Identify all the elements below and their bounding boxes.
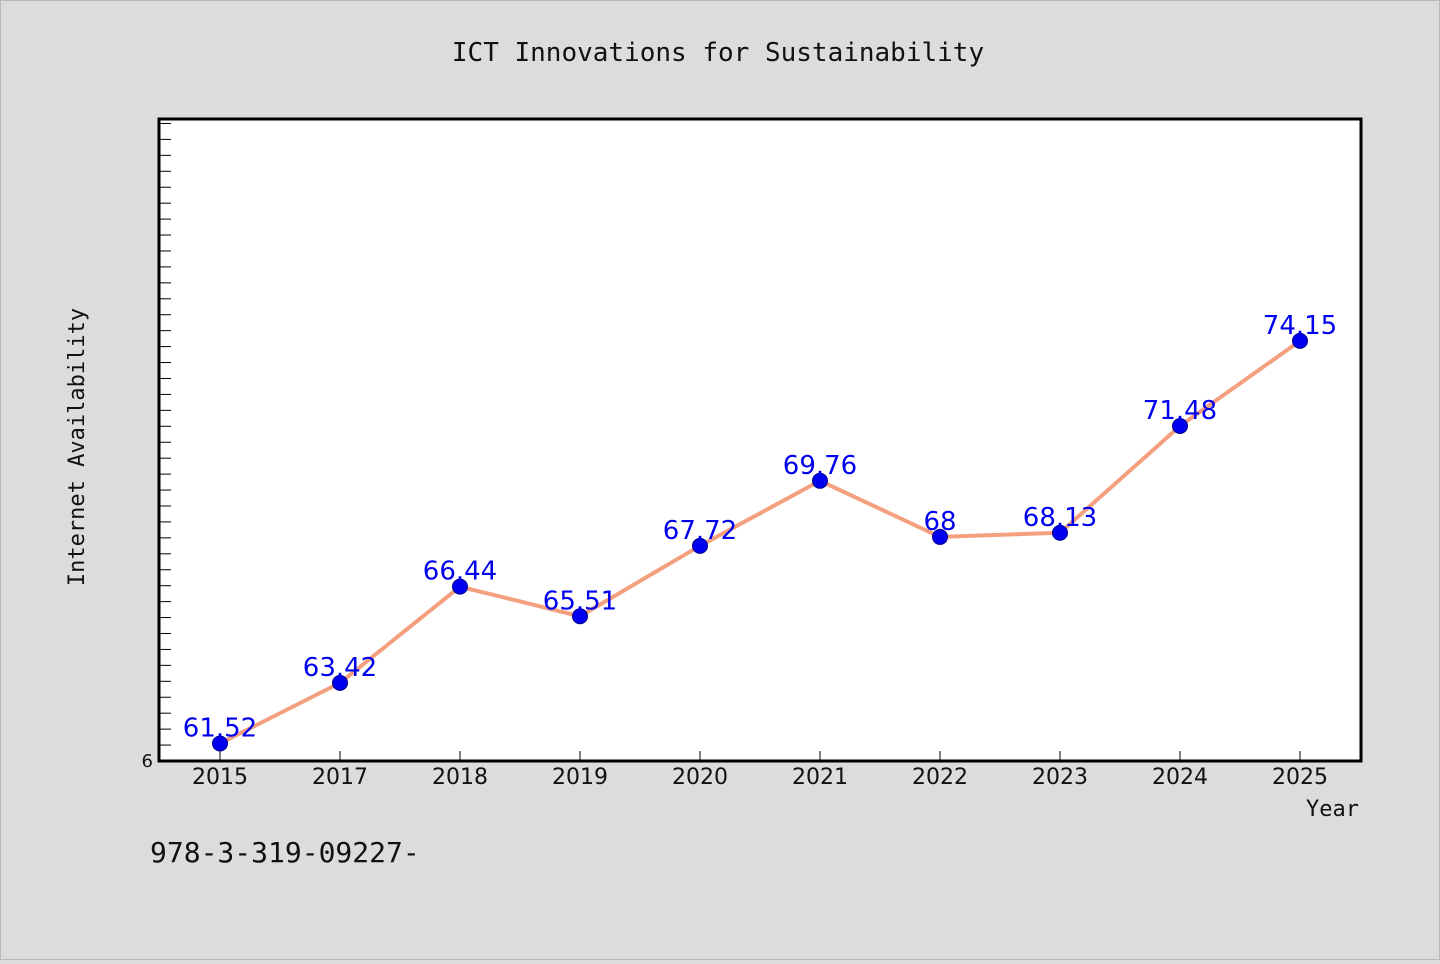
- isbn-text: 978-3-319-09227-: [150, 836, 420, 869]
- x-axis-tick-labels: 2015 2017 2018 2019 2020 2021 2022 2023 2024 2025: [192, 765, 1328, 790]
- x-tick-label: 2021: [792, 765, 848, 790]
- data-point: [572, 608, 588, 625]
- y-axis-tick-labels: 6: [142, 751, 153, 772]
- chart-title: ICT Innovations for Sustainability: [452, 38, 984, 68]
- x-tick-label: 2018: [432, 765, 488, 790]
- x-axis-ticks: [219, 751, 1301, 761]
- data-labels: 61.52 63.42 66.44 65.51 67.72 69.76 68 68.13 71.…: [183, 311, 1337, 744]
- x-tick-label: 2025: [1272, 765, 1328, 790]
- data-label: 65.51: [543, 586, 617, 616]
- y-tick-label: 6: [142, 751, 153, 772]
- data-point: [452, 578, 468, 595]
- data-point: [1052, 524, 1068, 541]
- data-label: 66.44: [423, 557, 497, 587]
- data-label: 71.48: [1143, 396, 1217, 426]
- data-point: [1172, 417, 1188, 434]
- x-tick-label: 2022: [912, 765, 968, 790]
- data-label: 61.52: [183, 713, 257, 743]
- data-label: 68: [923, 507, 956, 537]
- x-tick-label: 2017: [312, 765, 368, 790]
- data-point: [1292, 332, 1308, 349]
- y-axis-ticks: [159, 122, 171, 746]
- data-point: [212, 735, 228, 752]
- x-tick-label: 2024: [1152, 765, 1208, 790]
- data-label: 63.42: [303, 653, 377, 683]
- x-tick-label: 2020: [672, 765, 728, 790]
- x-tick-label: 2019: [552, 765, 608, 790]
- data-point: [932, 528, 948, 545]
- plot-area: [157, 117, 1363, 763]
- data-point: [332, 674, 348, 691]
- data-label: 67.72: [663, 516, 737, 546]
- data-label: 74.15: [1263, 311, 1337, 341]
- y-axis-label: Internet Availability: [65, 308, 90, 586]
- data-markers: [212, 332, 1308, 752]
- data-point: [812, 472, 828, 489]
- x-tick-label: 2015: [192, 765, 248, 790]
- x-tick-label: 2023: [1032, 765, 1088, 790]
- data-point: [692, 537, 708, 554]
- series-line: [219, 339, 1302, 746]
- x-axis-label: Year: [1306, 797, 1359, 822]
- data-label: 69.76: [783, 451, 857, 481]
- data-label: 68.13: [1023, 503, 1097, 533]
